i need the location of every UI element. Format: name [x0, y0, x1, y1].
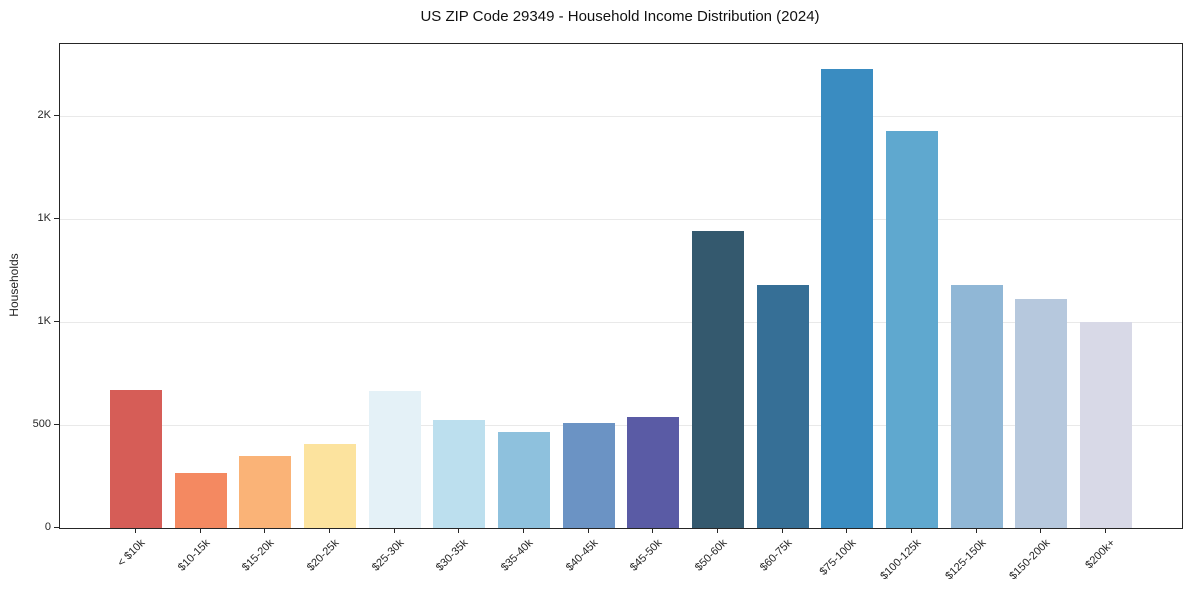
x-tick-label: $60-75k — [757, 537, 795, 574]
bar-$10-15k — [174, 473, 227, 528]
y-tick-mark — [54, 218, 59, 220]
bar-$75-100k — [821, 68, 874, 528]
x-tick-mark — [199, 528, 201, 533]
x-tick-mark — [911, 528, 912, 533]
x-tick-mark — [135, 528, 136, 533]
x-tick-mark — [458, 528, 460, 533]
x-tick-mark — [846, 528, 848, 533]
y-tick-mark — [54, 115, 59, 117]
bar-< $10k — [110, 390, 162, 528]
y-tick-label: 2K — [37, 109, 51, 122]
x-tick-label: < $10k — [115, 537, 148, 570]
bar-$15-20k — [239, 455, 292, 528]
y-gridline — [60, 116, 1182, 118]
x-tick-mark — [652, 528, 654, 533]
bar-$60-75k — [756, 284, 809, 528]
plot-area — [59, 43, 1183, 529]
bar-$150-200k — [1015, 298, 1068, 528]
y-gridline — [60, 425, 1182, 427]
bar-$45-50k — [627, 416, 680, 528]
x-tick-mark — [717, 528, 718, 533]
bar-$35-40k — [498, 431, 550, 528]
y-tick-label: 1K — [37, 315, 51, 328]
x-tick-label: $100-125k — [878, 537, 924, 583]
bar-$200k+ — [1080, 322, 1132, 528]
x-tick-label: $125-150k — [942, 537, 989, 583]
x-tick-mark — [523, 528, 524, 533]
x-tick-label: $150-200k — [1007, 537, 1053, 583]
chart-title: US ZIP Code 29349 - Household Income Dis… — [420, 8, 820, 25]
bar-$25-30k — [368, 391, 421, 528]
x-tick-label: $35-40k — [498, 537, 536, 574]
x-tick-mark — [1105, 528, 1106, 533]
bar-$125-150k — [950, 284, 1003, 528]
x-tick-label: $200k+ — [1083, 537, 1118, 572]
x-tick-label: $75-100k — [817, 537, 859, 578]
y-tick-label: 500 — [32, 418, 51, 431]
x-tick-label: $15-20k — [240, 537, 277, 574]
x-tick-mark — [329, 528, 330, 533]
x-tick-label: $30-35k — [434, 537, 471, 574]
bar-$30-35k — [433, 420, 486, 528]
y-tick-mark — [54, 321, 59, 323]
bar-$20-25k — [304, 443, 356, 528]
y-tick-label: 0 — [44, 521, 51, 533]
y-gridline — [60, 219, 1182, 221]
y-gridline — [60, 322, 1182, 324]
x-tick-mark — [975, 528, 977, 533]
x-tick-mark — [1040, 528, 1042, 533]
y-axis-title: Households — [7, 253, 21, 317]
x-tick-label: $10-15k — [175, 537, 213, 574]
x-tick-mark — [781, 528, 783, 533]
x-tick-label: $20-25k — [304, 537, 342, 574]
y-tick-mark — [54, 527, 59, 528]
bar-$40-45k — [562, 422, 615, 528]
bar-$100-125k — [886, 130, 938, 528]
x-tick-label: $50-60k — [692, 537, 730, 574]
x-tick-mark — [264, 528, 266, 533]
bar-$50-60k — [692, 231, 744, 528]
x-tick-mark — [393, 528, 395, 533]
x-tick-label: $40-45k — [563, 537, 601, 574]
x-tick-mark — [587, 528, 589, 533]
y-tick-label: 1K — [37, 212, 51, 225]
x-tick-label: $45-50k — [628, 537, 665, 574]
x-tick-label: $25-30k — [369, 537, 407, 574]
y-tick-mark — [54, 424, 59, 426]
